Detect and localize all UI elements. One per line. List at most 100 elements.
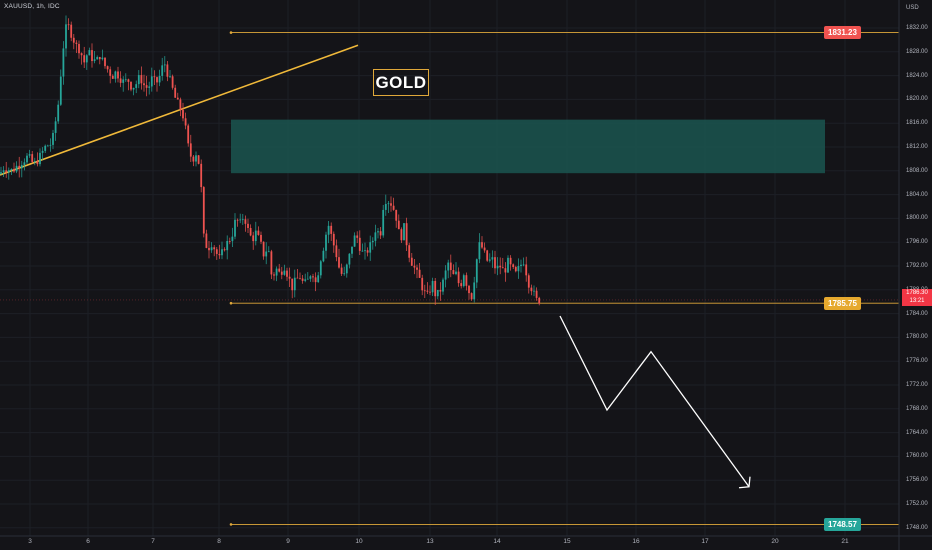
candle-up (283, 270, 286, 275)
price-tick-label: 1764.00 (906, 429, 928, 436)
last-price-tag: 1786.30 13:21 (902, 289, 932, 306)
demand-zone-layer (231, 119, 825, 174)
candle-down (182, 109, 184, 119)
candle-down (449, 262, 452, 271)
candle-down (184, 118, 187, 126)
candle-down (397, 220, 400, 230)
candle-up (371, 240, 374, 243)
price-tick-label: 1760.00 (906, 453, 928, 460)
candle-down (249, 227, 252, 236)
candle-down (189, 143, 192, 157)
candle-up (93, 59, 96, 62)
candle-down (338, 257, 340, 268)
candle-down (512, 264, 515, 268)
candle-down (358, 237, 361, 251)
price-tick-label: 1816.00 (906, 120, 928, 127)
candle-up (348, 253, 351, 265)
candle-up (364, 250, 366, 252)
candle-up (169, 76, 171, 78)
candle-down (174, 87, 177, 98)
candle-up (293, 277, 296, 291)
price-tick-label: 1752.00 (906, 501, 928, 507)
symbol-label: XAUUSD, 1h, IDC (4, 3, 60, 10)
candle-up (52, 132, 54, 145)
candle-down (202, 187, 205, 234)
candle-down (244, 219, 247, 224)
candle-up (122, 79, 125, 83)
candle-down (83, 55, 86, 63)
candle-down (426, 290, 429, 292)
candle-up (254, 230, 257, 242)
candle-down (483, 247, 486, 251)
candle-down (330, 225, 333, 234)
candle-down (109, 69, 112, 76)
candle-up (462, 275, 465, 287)
candle-down (187, 125, 190, 144)
candle-up (234, 219, 236, 237)
candle-down (400, 229, 403, 241)
price-tick-label: 1828.00 (906, 48, 928, 55)
candle-down (179, 99, 182, 110)
candle-down (470, 293, 473, 300)
time-tick-label: 9 (286, 538, 290, 545)
candle-down (31, 154, 34, 162)
candle-up (447, 262, 450, 271)
price-tick-label: 1832.00 (906, 25, 928, 31)
candle-down (70, 24, 73, 38)
candle-down (192, 156, 195, 162)
candle-down (176, 97, 179, 100)
time-tick-label: 10 (355, 538, 363, 545)
candle-down (5, 170, 8, 173)
candle-up (267, 251, 270, 253)
candle-down (535, 290, 538, 298)
candle-up (39, 152, 41, 165)
candle-up (436, 289, 439, 297)
level-anchor (229, 523, 233, 526)
candle-down (288, 276, 291, 279)
level-anchor (229, 31, 233, 34)
candle-up (96, 57, 99, 60)
chart-grid (0, 0, 899, 536)
candle-down (252, 235, 255, 242)
candle-up (382, 209, 385, 236)
candle-up (520, 264, 522, 267)
candle-up (351, 246, 353, 254)
candle-down (460, 283, 463, 287)
gold-annotation[interactable]: GOLD (373, 69, 429, 96)
candle-up (322, 250, 325, 262)
price-tick-label: 1756.00 (906, 477, 928, 484)
candle-up (478, 242, 481, 260)
candle-up (33, 161, 36, 162)
candle-down (405, 223, 408, 246)
candle-down (106, 66, 109, 70)
candle-down (356, 235, 359, 238)
candle-up (226, 241, 229, 251)
candle-down (171, 76, 174, 88)
time-tick-label: 20 (771, 538, 779, 545)
candle-down (429, 291, 431, 293)
candle-up (148, 86, 151, 88)
candle-down (166, 64, 169, 77)
candle-down (530, 287, 533, 292)
candle-down (98, 57, 101, 60)
candle-up (455, 271, 457, 275)
candle-up (275, 268, 278, 276)
candle-down (18, 165, 21, 169)
candle-down (257, 230, 260, 235)
candle-down (379, 231, 382, 236)
price-tick-label: 1784.00 (906, 310, 928, 317)
last-price-value: 1786.30 (906, 290, 928, 296)
candle-up (41, 150, 44, 153)
candle-down (286, 270, 288, 277)
candle-down (514, 267, 517, 272)
candle-up (231, 236, 234, 242)
candle-up (150, 76, 153, 87)
time-tick-label: 3 (28, 538, 32, 545)
candle-down (410, 257, 413, 266)
candle-down (416, 267, 418, 270)
price-tick-label: 1748.00 (906, 524, 928, 531)
candle-down (468, 285, 470, 294)
candle-up (0, 172, 2, 174)
